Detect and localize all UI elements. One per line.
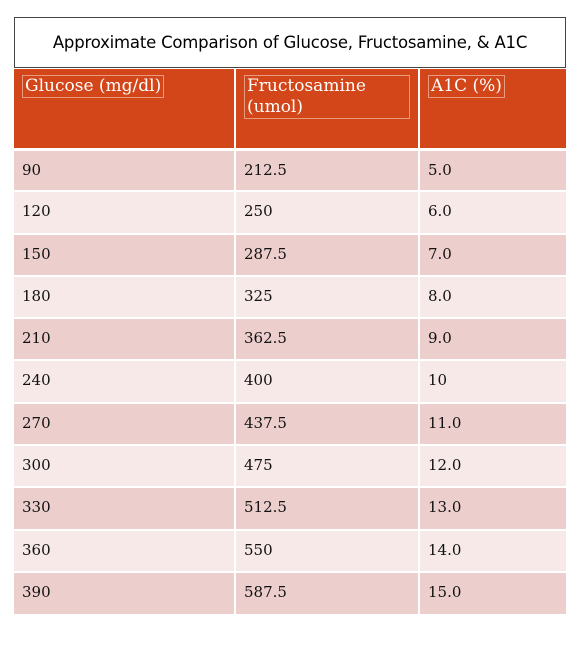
fructosamine-cell: 250 xyxy=(235,190,420,234)
header-a1c-label: A1C (%) xyxy=(428,75,505,98)
table-row: 330 512.5 13.0 xyxy=(14,486,566,530)
table-body: 90 212.5 5.0 120 250 6.0 150 287.5 7.0 180 325 8.0 2… xyxy=(14,147,566,615)
table-row: 90 212.5 5.0 xyxy=(14,147,566,192)
glucose-cell: 390 xyxy=(14,570,236,615)
header-a1c: A1C (%) xyxy=(419,69,566,149)
a1c-cell: 10 xyxy=(419,359,566,403)
header-row: Glucose (mg/dl) Fructosamine (umol) A1C … xyxy=(14,69,566,149)
glucose-cell: 240 xyxy=(14,359,236,403)
a1c-cell: 5.0 xyxy=(419,147,566,192)
a1c-cell: 11.0 xyxy=(419,401,566,446)
table-title: Approximate Comparison of Glucose, Fruct… xyxy=(52,33,528,52)
table-row: 150 287.5 7.0 xyxy=(14,232,566,276)
fructosamine-cell: 587.5 xyxy=(235,570,420,615)
a1c-cell: 6.0 xyxy=(419,190,566,234)
glucose-cell: 120 xyxy=(14,190,236,234)
fructosamine-cell: 400 xyxy=(235,359,420,403)
table-row: 240 400 10 xyxy=(14,359,566,403)
glucose-cell: 270 xyxy=(14,401,236,446)
title-box: Approximate Comparison of Glucose, Fruct… xyxy=(14,17,566,68)
a1c-cell: 12.0 xyxy=(419,444,566,488)
header-glucose: Glucose (mg/dl) xyxy=(14,69,236,149)
fructosamine-cell: 325 xyxy=(235,274,420,319)
a1c-cell: 15.0 xyxy=(419,570,566,615)
a1c-cell: 14.0 xyxy=(419,528,566,572)
fructosamine-cell: 362.5 xyxy=(235,317,420,361)
a1c-cell: 13.0 xyxy=(419,486,566,530)
glucose-cell: 360 xyxy=(14,528,236,572)
header-glucose-label: Glucose (mg/dl) xyxy=(22,75,165,98)
header-fructosamine-label: Fructosamine (umol) xyxy=(244,75,410,119)
a1c-cell: 7.0 xyxy=(419,232,566,276)
table-row: 180 325 8.0 xyxy=(14,274,566,319)
table-row: 120 250 6.0 xyxy=(14,190,566,234)
a1c-cell: 8.0 xyxy=(419,274,566,319)
comparison-table: Glucose (mg/dl) Fructosamine (umol) A1C … xyxy=(14,69,566,615)
table-row: 210 362.5 9.0 xyxy=(14,317,566,361)
header-fructosamine: Fructosamine (umol) xyxy=(235,69,420,149)
fructosamine-cell: 475 xyxy=(235,444,420,488)
glucose-cell: 210 xyxy=(14,317,236,361)
table-row: 270 437.5 11.0 xyxy=(14,401,566,446)
fructosamine-cell: 512.5 xyxy=(235,486,420,530)
fructosamine-cell: 287.5 xyxy=(235,232,420,276)
fructosamine-cell: 550 xyxy=(235,528,420,572)
glucose-cell: 90 xyxy=(14,147,236,192)
fructosamine-cell: 437.5 xyxy=(235,401,420,446)
table-row: 300 475 12.0 xyxy=(14,444,566,488)
fructosamine-cell: 212.5 xyxy=(235,147,420,192)
glucose-cell: 330 xyxy=(14,486,236,530)
table-row: 390 587.5 15.0 xyxy=(14,570,566,615)
a1c-cell: 9.0 xyxy=(419,317,566,361)
glucose-cell: 300 xyxy=(14,444,236,488)
glucose-cell: 180 xyxy=(14,274,236,319)
table-row: 360 550 14.0 xyxy=(14,528,566,572)
glucose-cell: 150 xyxy=(14,232,236,276)
